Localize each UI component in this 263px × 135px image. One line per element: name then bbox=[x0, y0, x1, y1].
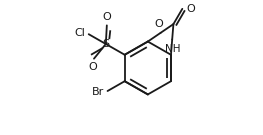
Text: O: O bbox=[187, 4, 196, 14]
Text: Cl: Cl bbox=[75, 28, 86, 38]
Text: O: O bbox=[103, 12, 111, 22]
Text: O: O bbox=[154, 19, 163, 29]
Text: NH: NH bbox=[165, 44, 181, 54]
Text: Br: Br bbox=[92, 87, 105, 97]
Text: S: S bbox=[102, 39, 109, 49]
Text: O: O bbox=[89, 63, 97, 72]
